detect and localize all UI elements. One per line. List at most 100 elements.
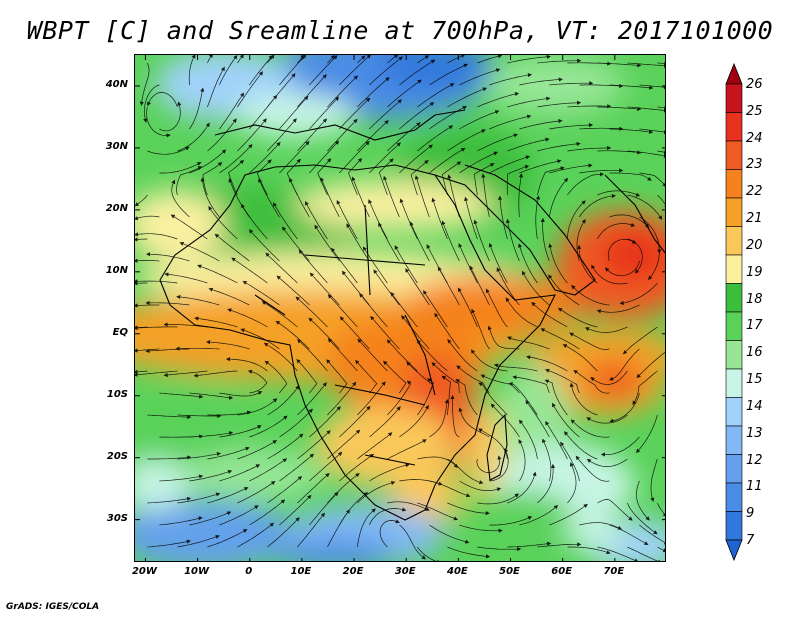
- streamline: [228, 159, 245, 196]
- streamline: [387, 122, 421, 152]
- streamline: [135, 194, 148, 207]
- streamline: [207, 446, 250, 460]
- streamline: [189, 511, 232, 526]
- colorbar-swatch: [725, 340, 743, 370]
- streamline: [518, 173, 524, 218]
- streamline: [567, 104, 612, 109]
- streamline: [480, 374, 520, 394]
- streamline: [331, 247, 358, 284]
- streamline: [573, 370, 610, 394]
- streamline: [512, 375, 550, 394]
- colorbar-label: 25: [746, 103, 763, 119]
- streamline: [357, 432, 393, 460]
- streamline: [383, 360, 407, 394]
- streamline: [609, 128, 654, 134]
- lon-tick-label: 30E: [394, 566, 416, 577]
- streamline: [473, 163, 495, 196]
- wbpt-streamline-map: [135, 55, 665, 561]
- streamline: [548, 243, 568, 284]
- streamline: [394, 245, 418, 284]
- streamline: [537, 100, 582, 108]
- streamline: [540, 328, 580, 350]
- lat-tick-label: 40N: [105, 78, 128, 90]
- streamline: [405, 268, 430, 306]
- streamline: [159, 516, 203, 526]
- streamline: [214, 233, 250, 262]
- streamline: [447, 339, 478, 372]
- streamline: [434, 312, 460, 350]
- lon-tick-label: 20E: [342, 566, 364, 577]
- streamline: [401, 315, 430, 350]
- streamline: [177, 451, 222, 460]
- streamline: [636, 480, 650, 521]
- streamline: [563, 431, 598, 460]
- streamline: [159, 474, 204, 482]
- streamline: [657, 150, 665, 155]
- colorbar-label: 12: [746, 452, 763, 468]
- streamline: [320, 177, 340, 218]
- streamline: [579, 522, 623, 530]
- streamline: [387, 55, 399, 64]
- streamline: [569, 332, 610, 350]
- streamline: [549, 81, 594, 86]
- streamline: [240, 328, 280, 350]
- lon-tick-label: 40E: [446, 566, 468, 577]
- streamline: [219, 144, 253, 174]
- streamline: [551, 402, 580, 438]
- streamline: [584, 326, 628, 333]
- streamline: [470, 349, 508, 372]
- streamline: [596, 304, 640, 314]
- streamline: [267, 433, 304, 460]
- streamline: [309, 140, 340, 174]
- streamline: [429, 63, 469, 86]
- streamline: [297, 512, 326, 548]
- streamline: [569, 382, 598, 416]
- streamline: [417, 502, 459, 521]
- streamline: [297, 339, 328, 372]
- streamline: [341, 270, 370, 306]
- streamline: [379, 519, 400, 548]
- streamline: [507, 336, 550, 350]
- streamline: [399, 59, 436, 86]
- streamline: [357, 480, 396, 504]
- colorbar: [725, 62, 743, 562]
- streamline: [489, 516, 533, 526]
- streamline: [317, 158, 332, 196]
- streamline: [339, 140, 370, 174]
- colorbar-label: 14: [746, 398, 763, 414]
- lat-tick-label: EQ: [112, 326, 128, 338]
- colorbar-swatch: [725, 425, 743, 455]
- streamline: [442, 161, 462, 196]
- colorbar-top-arrow: [725, 62, 743, 85]
- streamline: [327, 118, 358, 152]
- streamline: [309, 406, 341, 438]
- streamline: [636, 351, 665, 379]
- streamline: [537, 542, 582, 548]
- streamline: [607, 238, 637, 262]
- streamline: [609, 172, 652, 181]
- streamline: [177, 534, 220, 548]
- streamline: [537, 463, 556, 504]
- streamline: [549, 163, 593, 174]
- streamline: [639, 172, 665, 188]
- streamline: [456, 365, 490, 394]
- streamline: [657, 194, 665, 209]
- streamline: [207, 529, 248, 548]
- streamline: [189, 149, 227, 174]
- streamline: [579, 193, 616, 218]
- colorbar-labels: 26 25 24 23 22 21 20 19 18 17 16 15 14 13 12 11 9 7: [746, 62, 786, 562]
- streamline: [507, 55, 551, 64]
- streamline: [373, 269, 400, 306]
- streamline: [327, 55, 336, 64]
- streamline: [545, 420, 568, 460]
- streamline: [339, 97, 371, 130]
- colorbar-bottom-arrow: [725, 539, 743, 562]
- streamline: [147, 414, 192, 420]
- streamline: [147, 539, 191, 548]
- streamline: [591, 264, 628, 285]
- streamline: [498, 195, 508, 240]
- streamline: [481, 173, 490, 218]
- streamline: [489, 73, 533, 86]
- streamline: [567, 145, 612, 152]
- streamline: [609, 524, 649, 546]
